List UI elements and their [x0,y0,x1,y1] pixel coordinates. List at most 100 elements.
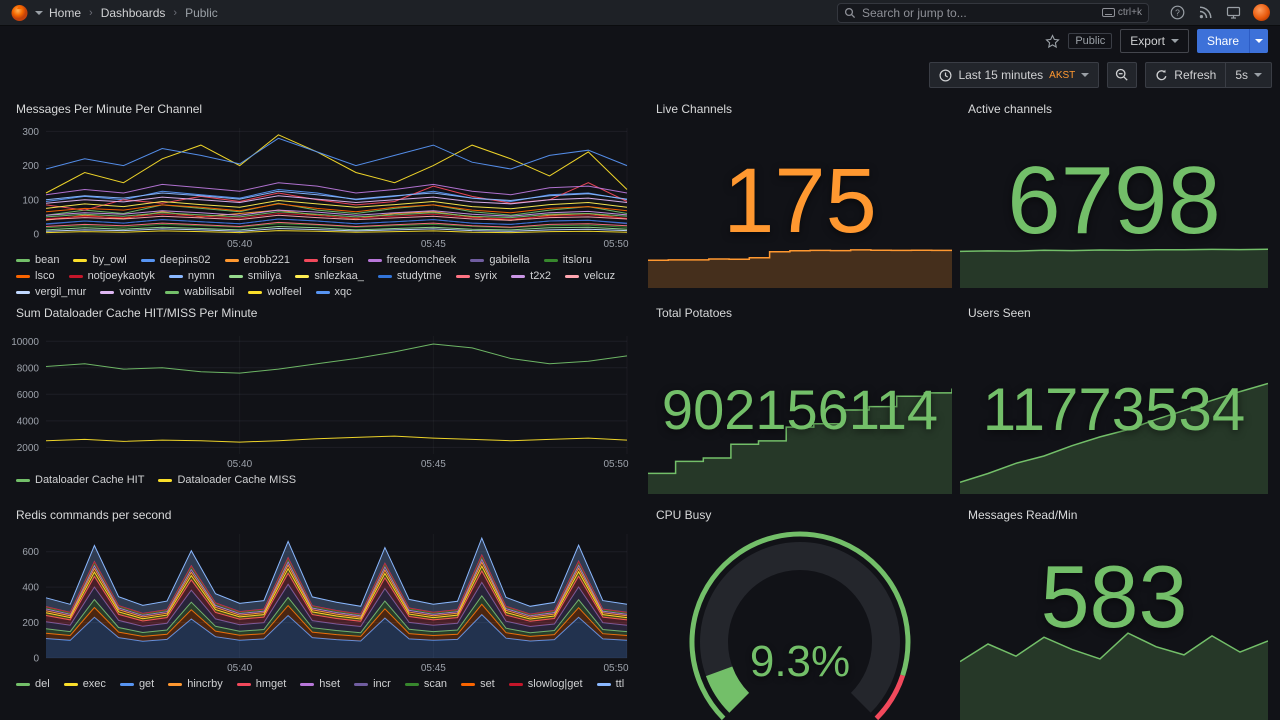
zoom-out-time-button[interactable] [1107,62,1138,88]
legend-item[interactable]: incr [354,678,391,690]
breadcrumb-current: Public [185,5,218,20]
stat-value: 6798 [1007,147,1221,254]
gauge-value: 9.3% [749,637,851,686]
legend-swatch [168,682,183,686]
legend-item[interactable]: vergil_mur [16,286,86,298]
legend-item[interactable]: ttl [596,678,625,690]
legend-item[interactable]: velcuz [564,270,615,282]
share-button[interactable]: Share [1196,29,1249,53]
legend-label: ttl [615,678,625,690]
legend-item[interactable]: gabilella [470,254,530,266]
legend-item[interactable]: forsen [304,254,354,266]
panel-title[interactable]: Sum Dataloader Cache HIT/MISS Per Minute [16,306,258,320]
panel-title[interactable]: Messages Per Minute Per Channel [16,102,203,116]
legend-swatch [354,682,369,686]
dataloader-chart[interactable]: 2000 4000 6000 8000 10000 05:40 05:45 05:50 [8,330,632,470]
svg-text:0: 0 [33,230,39,241]
panel-title[interactable]: Messages Read/Min [968,508,1078,522]
legend-label: hset [319,678,341,690]
panel-title[interactable]: Redis commands per second [16,508,172,522]
legend-swatch [100,290,115,294]
legend-swatch [68,274,83,278]
refresh-interval-picker[interactable]: 5s [1226,62,1272,88]
legend-label: nymn [187,270,215,282]
legend-item[interactable]: syrix [455,270,497,282]
legend-swatch [16,274,30,278]
breadcrumb-home[interactable]: Home [49,5,82,20]
legend-item[interactable]: vointtv [100,286,151,298]
legend-item[interactable]: xqc [315,286,352,298]
keyboard-icon [1101,8,1115,17]
legend-item[interactable]: get [119,678,154,690]
legend-label: vergil_mur [35,286,87,298]
legend-item[interactable]: set [461,678,495,690]
legend-swatch [236,682,251,686]
breadcrumb-dashboards[interactable]: Dashboards [100,5,166,20]
legend-item[interactable]: Dataloader Cache HIT [16,474,144,486]
legend-item[interactable]: notjoeykaotyk [68,270,155,282]
grafana-logo[interactable] [10,3,29,22]
star-icon[interactable] [1044,33,1060,49]
legend-item[interactable]: bean [16,254,59,266]
legend-swatch [73,258,88,262]
panel-title[interactable]: Total Potatoes [656,306,733,320]
legend-label: Dataloader Cache HIT [35,474,145,486]
legend-item[interactable]: slowlog|get [508,678,583,690]
dashboard-tag-public[interactable]: Public [1068,33,1113,49]
share-dropdown-button[interactable] [1249,29,1268,53]
messages-chart[interactable]: 0 100 200 300 05:40 05:45 05:50 [8,122,632,250]
panel-title[interactable]: Live Channels [656,102,733,116]
legend-item[interactable]: hincrby [168,678,223,690]
live-channels-sparkline [648,249,952,288]
breadcrumb-separator: › [173,6,178,19]
legend-item[interactable]: erobb221 [224,254,290,266]
news-rss-icon[interactable] [1197,5,1213,21]
legend-item[interactable]: del [16,678,50,690]
legend-swatch [304,258,319,262]
help-icon[interactable]: ? [1169,5,1185,21]
legend-item[interactable]: by_owl [73,254,127,266]
svg-text:05:40: 05:40 [227,663,252,674]
legend-item[interactable]: itsloru [543,254,593,266]
legend-swatch [158,478,173,482]
export-button[interactable]: Export [1120,29,1189,53]
legend-item[interactable]: wabilisabil [165,286,234,298]
kiosk-monitor-icon[interactable] [1225,5,1241,21]
legend-item[interactable]: deepins02 [140,254,211,266]
legend-item[interactable]: hmget [236,678,286,690]
legend-label: t2x2 [530,270,551,282]
search-input[interactable]: Search or jump to... ctrl+k [837,2,1149,23]
panel-title[interactable]: CPU Busy [656,508,712,522]
legend-item[interactable]: scan [404,678,448,690]
svg-text:05:45: 05:45 [421,239,446,250]
legend-label: scan [423,678,448,690]
user-avatar[interactable] [1253,4,1270,21]
search-shortcut: ctrl+k [1101,7,1142,18]
refresh-button[interactable]: Refresh [1145,62,1227,88]
legend-item[interactable]: lsco [16,270,55,282]
legend-item[interactable]: Dataloader Cache MISS [158,474,296,486]
legend-item[interactable]: hset [300,678,340,690]
legend-label: snlezkaa_ [314,270,364,282]
logo-chevron-down-icon[interactable] [35,10,43,15]
stat-value: 902156114 [661,378,939,441]
svg-text:2000: 2000 [17,443,40,454]
legend-label: gabilella [489,254,530,266]
legend-item[interactable]: t2x2 [511,270,551,282]
panel-title[interactable]: Active channels [968,102,1053,116]
legend-item[interactable]: studytme [377,270,442,282]
panel-title[interactable]: Users Seen [968,306,1031,320]
legend-item[interactable]: nymn [168,270,215,282]
legend-item[interactable]: snlezkaa_ [295,270,364,282]
legend-label: itsloru [562,254,593,266]
time-range-picker[interactable]: Last 15 minutes AKST [929,62,1100,88]
legend-label: xqc [334,286,352,298]
panel-active-channels: Active channels 6798 [960,96,1268,292]
legend-label: set [480,678,495,690]
legend-item[interactable]: exec [63,678,106,690]
legend-item[interactable]: smiliya [228,270,281,282]
redis-chart[interactable]: 0 200 400 600 05:40 05:45 05:50 [8,528,632,674]
search-placeholder: Search or jump to... [862,5,967,20]
legend-item[interactable]: freedomcheek [367,254,456,266]
legend-item[interactable]: wolfeel [248,286,302,298]
